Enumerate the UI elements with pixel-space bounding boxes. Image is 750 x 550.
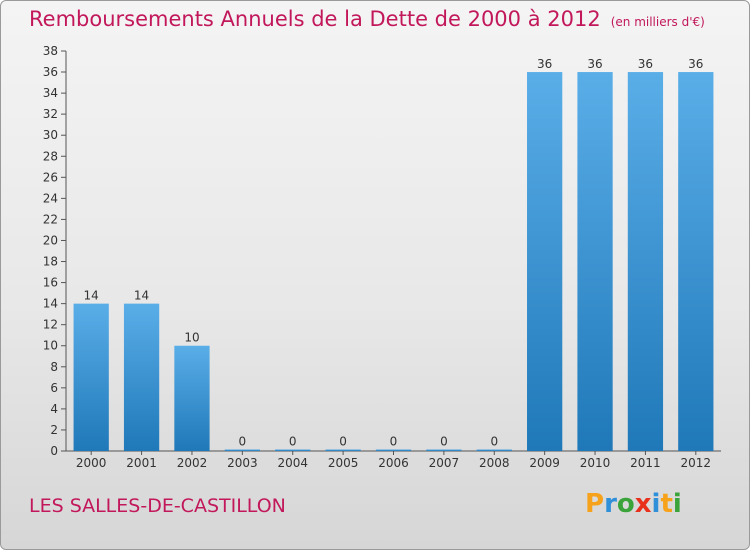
y-tick-label: 26	[43, 170, 58, 184]
logo-letter: x	[634, 489, 652, 519]
data-label-2012: 36	[688, 57, 703, 71]
x-tick-label-2007: 2007	[429, 456, 460, 470]
commune-name: LES SALLES-DE-CASTILLON	[29, 495, 286, 517]
y-tick-label: 12	[43, 318, 58, 332]
bar-2007	[426, 449, 462, 451]
y-tick-label: 0	[50, 444, 58, 458]
y-tick-label: 4	[50, 402, 58, 416]
data-label-2000: 14	[84, 289, 99, 303]
x-tick-label-2005: 2005	[328, 456, 359, 470]
y-tick-label: 30	[43, 128, 58, 142]
data-label-2002: 10	[184, 331, 199, 345]
logo-letter: i	[672, 489, 682, 519]
unit-label: (en milliers d'€)	[610, 15, 705, 29]
x-tick-label-2006: 2006	[378, 456, 409, 470]
bar-2006	[375, 449, 412, 451]
data-label-2011: 36	[638, 57, 653, 71]
y-tick-label: 38	[43, 44, 58, 58]
y-tick-label: 28	[43, 149, 58, 163]
data-label-2003: 0	[239, 435, 247, 449]
logo-letter: i	[651, 489, 661, 519]
x-tick-label-2004: 2004	[277, 456, 308, 470]
data-label-2008: 0	[490, 435, 498, 449]
title-text: Remboursements Annuels de la Dette de 20…	[29, 7, 601, 31]
logo-letter: P	[585, 489, 605, 519]
logo-letter: o	[616, 489, 635, 519]
bar-2000	[73, 303, 109, 451]
x-tick-label-2011: 2011	[630, 456, 661, 470]
proxiti-logo: Proxiti	[585, 489, 682, 519]
bar-2011	[627, 72, 664, 451]
bar-2009	[527, 72, 563, 451]
x-tick-label-2010: 2010	[580, 456, 611, 470]
x-tick-label-2003: 2003	[227, 456, 258, 470]
data-label-2004: 0	[289, 435, 297, 449]
data-label-2007: 0	[440, 435, 448, 449]
chart-title: Remboursements Annuels de la Dette de 20…	[29, 7, 705, 31]
x-tick-label-2001: 2001	[126, 456, 157, 470]
y-tick-label: 20	[43, 233, 58, 247]
bar-2004	[275, 449, 311, 451]
data-label-2006: 0	[390, 435, 398, 449]
logo-letter: t	[660, 489, 673, 519]
y-tick-label: 32	[43, 107, 58, 121]
y-tick-label: 8	[50, 360, 58, 374]
x-tick-label-2000: 2000	[76, 456, 107, 470]
x-tick-label-2008: 2008	[479, 456, 510, 470]
y-tick-label: 22	[43, 212, 58, 226]
y-tick-label: 14	[43, 297, 58, 311]
y-tick-label: 36	[43, 65, 58, 79]
data-label-2005: 0	[339, 435, 347, 449]
bar-2005	[325, 449, 361, 451]
data-label-2010: 36	[587, 57, 602, 71]
y-tick-label: 34	[43, 86, 58, 100]
bar-2002	[174, 345, 210, 451]
bar-2001	[123, 303, 160, 451]
y-tick-label: 2	[50, 423, 58, 437]
y-tick-label: 16	[43, 276, 58, 290]
y-tick-label: 10	[43, 339, 58, 353]
bar-2012	[678, 72, 714, 451]
logo-letter: r	[604, 489, 617, 519]
data-label-2001: 14	[134, 289, 149, 303]
bar-2010	[577, 72, 613, 451]
x-tick-label-2012: 2012	[681, 456, 712, 470]
data-label-2009: 36	[537, 57, 552, 71]
y-tick-label: 6	[50, 381, 58, 395]
x-tick-label-2002: 2002	[177, 456, 208, 470]
bar-2003	[224, 449, 260, 451]
x-tick-label-2009: 2009	[529, 456, 560, 470]
y-tick-label: 18	[43, 255, 58, 269]
bar-2008	[476, 449, 512, 451]
y-tick-label: 24	[43, 191, 58, 205]
